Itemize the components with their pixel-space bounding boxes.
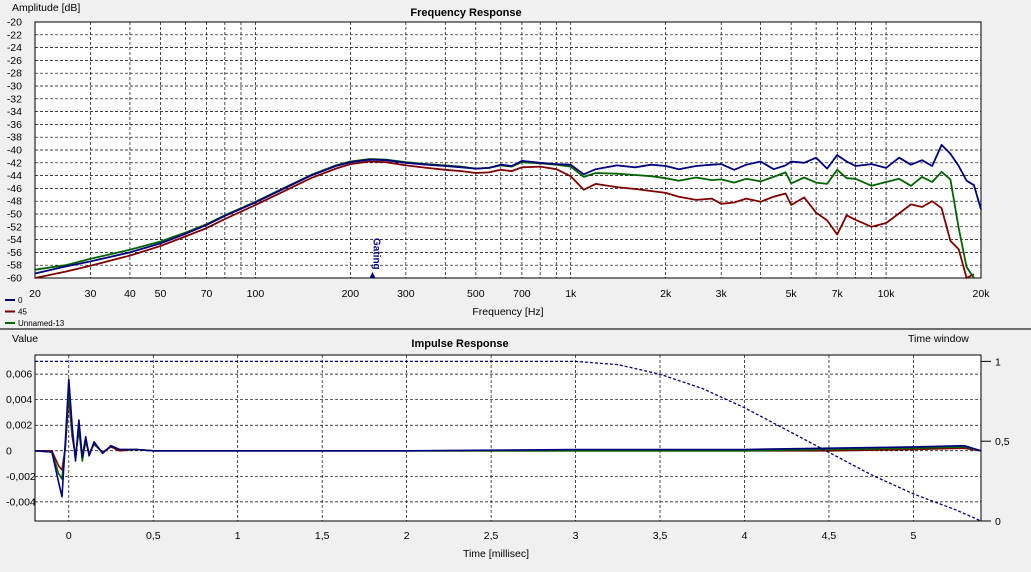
frequency-response-panel: -20-22-24-26-28-30-32-34-36-38-40-42-44-… — [5, 2, 990, 328]
frequency-axis-label: Frequency [Hz] — [472, 306, 543, 318]
amplitude-tick-label: -58 — [7, 260, 22, 272]
frequency-tick-label: 40 — [124, 288, 136, 300]
amplitude-axis-label: Amplitude [dB] — [12, 2, 80, 14]
amplitude-tick-label: -50 — [7, 209, 22, 221]
frequency-tick-label: 2k — [660, 288, 672, 300]
impulse-series-time-window — [35, 360, 982, 522]
frequency-tick-label: 3k — [716, 288, 728, 300]
frequency-tick-label: 70 — [201, 288, 213, 300]
amplitude-tick-label: -36 — [7, 119, 22, 131]
time-tick-label: 1,5 — [315, 530, 330, 542]
amplitude-tick-label: -46 — [7, 183, 22, 195]
time-tick-label: 0,5 — [146, 530, 161, 542]
amplitude-tick-label: -22 — [7, 29, 22, 41]
time-tick-label: 0 — [66, 530, 72, 542]
frequency-tick-label: 10k — [878, 288, 896, 300]
amplitude-tick-label: -24 — [7, 42, 22, 54]
frequency-tick-label: 200 — [342, 288, 360, 300]
amplitude-tick-label: -34 — [7, 106, 22, 118]
value-tick-label: 0 — [6, 445, 12, 457]
frequency-tick-label: 700 — [513, 288, 531, 300]
amplitude-tick-label: -44 — [7, 170, 22, 182]
impulse-response-title: Impulse Response — [411, 338, 508, 350]
time-window-tick-label: 0 — [995, 516, 1001, 528]
time-tick-label: 5 — [911, 530, 917, 542]
frequency-tick-label: 500 — [467, 288, 485, 300]
amplitude-tick-label: -56 — [7, 247, 22, 259]
time-tick-label: 4,5 — [822, 530, 837, 542]
frequency-series-0 — [34, 143, 982, 275]
value-tick-label: 0,002 — [6, 420, 32, 432]
time-window-axis-label: Time window — [908, 333, 969, 345]
frequency-tick-label: 50 — [155, 288, 167, 300]
frequency-tick-label: 30 — [85, 288, 97, 300]
amplitude-tick-label: -42 — [7, 157, 22, 169]
frequency-tick-label: 100 — [247, 288, 265, 300]
time-tick-label: 3 — [573, 530, 579, 542]
time-window-tick-label: 1 — [995, 356, 1001, 368]
legend-label-45: 45 — [18, 308, 27, 317]
time-axis-label: Time [millisec] — [463, 548, 529, 560]
value-axis-label: Value — [12, 333, 38, 345]
time-window-tick-label: 0,5 — [995, 436, 1010, 448]
legend: 0 45 Unnamed-13 — [5, 296, 65, 328]
legend-label-unnamed-13: Unnamed-13 — [18, 319, 65, 328]
frequency-tick-label: 5k — [786, 288, 798, 300]
amplitude-tick-label: -48 — [7, 196, 22, 208]
amplitude-tick-label: -52 — [7, 221, 22, 233]
impulse-series-0 — [34, 378, 982, 498]
legend-label-0: 0 — [18, 296, 23, 305]
value-tick-label: 0,006 — [6, 369, 32, 381]
frequency-tick-label: 20k — [973, 288, 991, 300]
amplitude-tick-label: -28 — [7, 68, 22, 80]
amplitude-tick-label: -60 — [7, 273, 22, 285]
amplitude-tick-label: -30 — [7, 81, 22, 93]
amplitude-tick-label: -38 — [7, 132, 22, 144]
amplitude-tick-label: -26 — [7, 55, 22, 67]
frequency-tick-label: 20 — [29, 288, 41, 300]
time-tick-label: 1 — [235, 530, 241, 542]
value-tick-label: -0,004 — [6, 496, 36, 508]
time-tick-label: 2,5 — [484, 530, 499, 542]
time-tick-label: 3,5 — [653, 530, 668, 542]
frequency-tick-label: 1k — [565, 288, 577, 300]
impulse-response-plot-area — [34, 354, 982, 522]
value-tick-label: 0,004 — [6, 394, 32, 406]
frequency-tick-label: 7k — [832, 288, 844, 300]
amplitude-tick-label: -54 — [7, 234, 22, 246]
amplitude-tick-label: -32 — [7, 93, 22, 105]
frequency-response-title: Frequency Response — [410, 7, 521, 19]
gating-marker-label: Gating — [370, 238, 381, 270]
time-tick-label: 2 — [404, 530, 410, 542]
gating-marker-arrow — [369, 272, 376, 278]
amplitude-tick-label: -40 — [7, 145, 22, 157]
frequency-tick-label: 300 — [397, 288, 415, 300]
amplitude-tick-label: -20 — [7, 17, 22, 29]
frequency-series-45 — [34, 160, 975, 279]
time-tick-label: 4 — [742, 530, 748, 542]
impulse-response-panel: 0 0,5 1 1,5 2 2,5 3 3,5 4 4,5 5 0,006 0,004 0,002 0 -0,… — [6, 333, 1010, 560]
value-tick-label: -0,002 — [6, 471, 36, 483]
